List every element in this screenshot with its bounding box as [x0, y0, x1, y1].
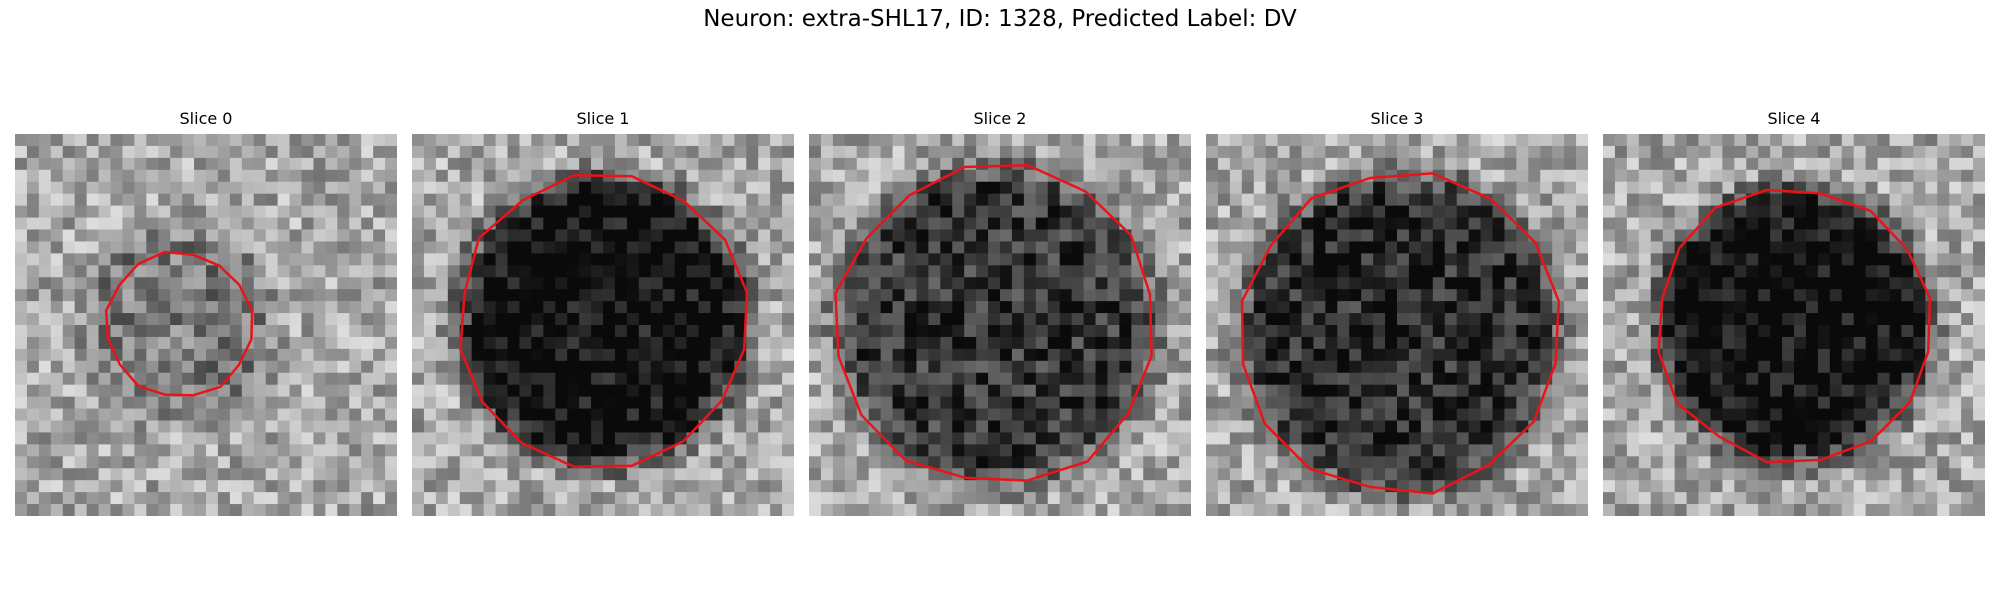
slice-title: Slice 4	[1767, 109, 1821, 128]
slice-panel-2: Slice 2	[809, 108, 1191, 516]
slice-title: Slice 3	[1370, 109, 1424, 128]
roi-contour	[1240, 172, 1561, 495]
roi-contour	[1657, 188, 1932, 464]
slice-panel-4: Slice 4	[1603, 108, 1985, 516]
slice-title: Slice 2	[973, 109, 1027, 128]
slice-panel-1: Slice 1	[412, 108, 794, 516]
roi-contour	[834, 163, 1153, 482]
slice-image	[15, 134, 397, 516]
slice-image	[412, 134, 794, 516]
slice-title: Slice 0	[179, 109, 233, 128]
slice-image	[1603, 134, 1985, 516]
slice-panel-3: Slice 3	[1206, 108, 1588, 516]
slice-image	[809, 134, 1191, 516]
roi-contour	[459, 173, 749, 469]
slice-title: Slice 1	[576, 109, 630, 128]
slice-panel-0: Slice 0	[15, 108, 397, 516]
roi-contour	[104, 250, 254, 397]
figure-title: Neuron: extra-SHL17, ID: 1328, Predicted…	[703, 6, 1297, 32]
slice-image	[1206, 134, 1588, 516]
